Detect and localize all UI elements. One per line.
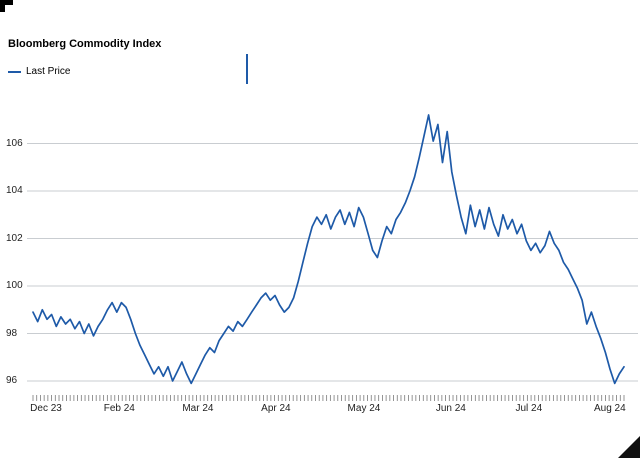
legend-label: Last Price xyxy=(26,66,71,77)
x-axis-label: Aug 24 xyxy=(593,403,626,414)
x-axis-label: Dec 23 xyxy=(30,403,62,414)
crop-artifact-icon xyxy=(0,0,16,14)
legend-line-swatch xyxy=(8,70,21,73)
x-axis-label: Jun 24 xyxy=(435,403,466,414)
y-axis-label: 106 xyxy=(6,137,23,149)
x-axis-label: May 24 xyxy=(347,403,381,414)
y-axis-label: 104 xyxy=(6,185,23,196)
corner-resize-grip[interactable] xyxy=(618,436,640,458)
price-line xyxy=(32,114,625,385)
x-axis-label: Feb 24 xyxy=(103,403,135,414)
y-axis-label: 96 xyxy=(6,375,18,386)
x-axis-label: Jul 24 xyxy=(515,403,543,414)
cursor-line-artifact xyxy=(246,54,248,84)
legend: Last Price xyxy=(8,66,70,77)
y-axis-label: 100 xyxy=(6,280,23,291)
x-axis-label: Apr 24 xyxy=(261,403,291,414)
y-axis-label: 98 xyxy=(6,327,18,339)
x-axis-label: Mar 24 xyxy=(182,403,214,414)
chart-title: Bloomberg Commodity Index xyxy=(8,38,162,50)
y-axis-label: 102 xyxy=(6,232,23,244)
